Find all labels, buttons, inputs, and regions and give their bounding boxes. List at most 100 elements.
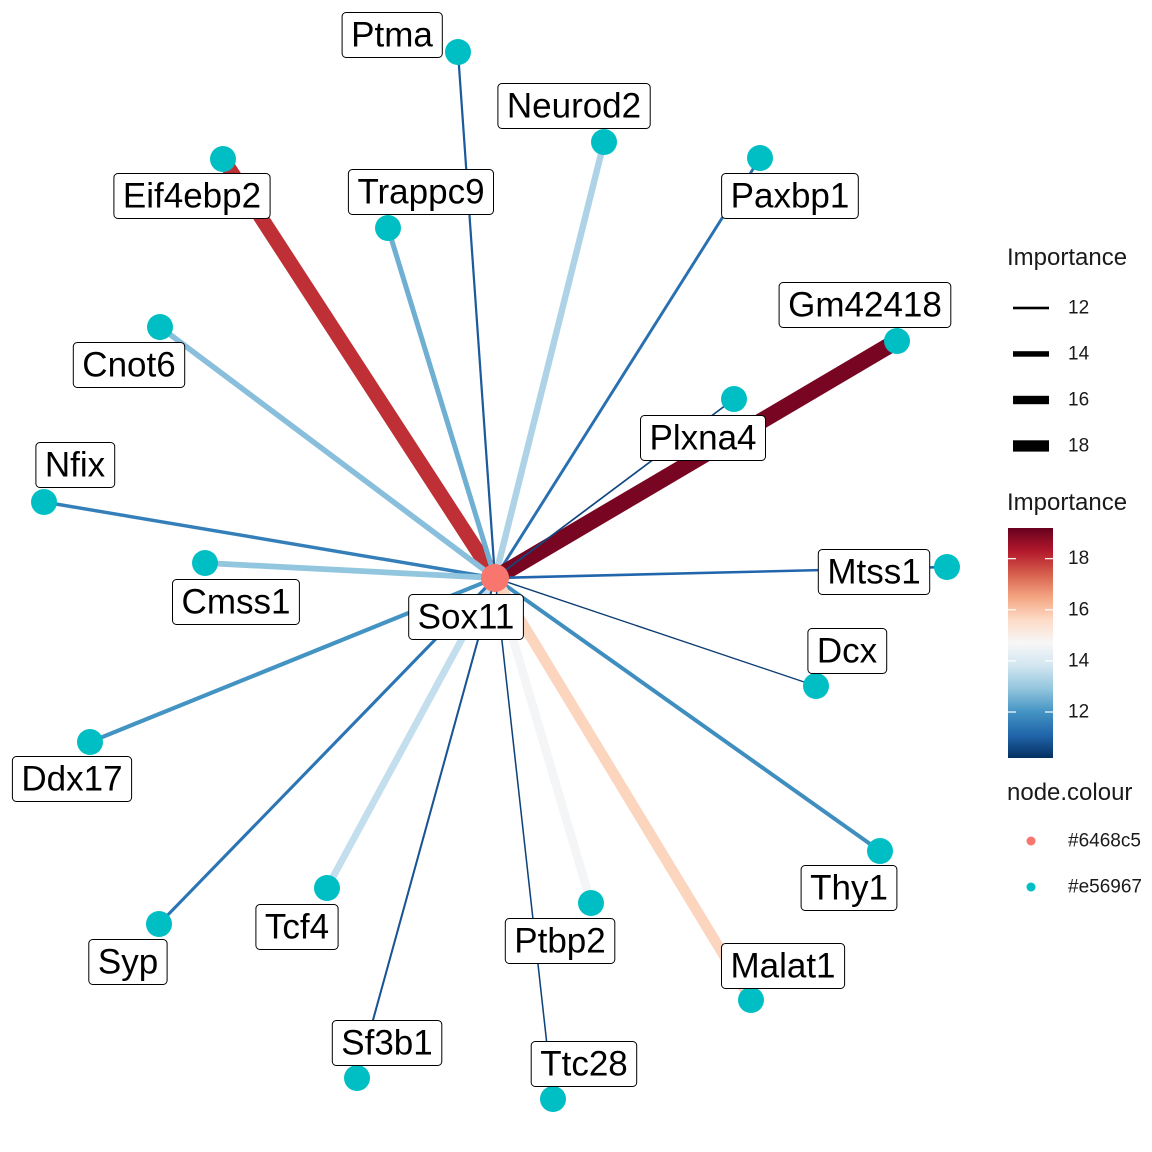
node-label-ddx17-box: [11, 756, 133, 802]
node-label-sf3b1-box: [331, 1020, 443, 1066]
node-label-syp-text: Syp: [98, 943, 158, 982]
node-label-eif4ebp2-text: Eif4ebp2: [123, 177, 261, 216]
edge-neurod2: [491, 141, 608, 579]
node-label-hub-box: [408, 594, 524, 640]
node-label-gm42418: Gm42418: [778, 282, 952, 328]
labels-layer: Ptma Neurod2 Eif4ebp2 Trappc9 Paxbp1 Gm42418 C…: [11, 12, 952, 1087]
node-label-cnot6-text: Cnot6: [82, 346, 175, 385]
colourbar-label-12: 12: [1068, 702, 1089, 723]
node-label-hub-text: Sox11: [418, 598, 515, 637]
size-legend-label-12: 12: [1068, 298, 1089, 319]
edge-eif4ebp2: [216, 155, 502, 582]
edge-cmss1: [204, 560, 496, 581]
node-label-nfix: Nfix: [35, 442, 116, 488]
size-legend-key-12: [1013, 306, 1049, 310]
edge-ptma: [456, 51, 497, 579]
node-label-ttc28-text: Ttc28: [540, 1045, 628, 1084]
node-label-malat1-box: [721, 943, 846, 989]
node-trappc9: [375, 215, 401, 241]
node-label-trappc9: Trappc9: [347, 169, 494, 215]
node-label-gm42418-box: [778, 282, 952, 328]
edge-malat1: [490, 575, 756, 1003]
node-colour-key-1: [1026, 836, 1036, 846]
colourbar-label-14: 14: [1068, 650, 1090, 671]
node-ptbp2: [578, 890, 604, 916]
colourbar-label-18: 18: [1068, 548, 1089, 569]
node-label-ptbp2-text: Ptbp2: [514, 922, 605, 961]
node-syp: [146, 911, 172, 937]
node-label-nfix-text: Nfix: [45, 446, 106, 485]
node-label-cnot6: Cnot6: [72, 342, 186, 388]
node-label-eif4ebp2: Eif4ebp2: [113, 173, 271, 219]
node-label-tcf4-text: Tcf4: [265, 908, 329, 947]
node-colour-label-1: #6468c5: [1068, 831, 1141, 852]
edge-sf3b1: [356, 577, 496, 1079]
node-label-ptma-box: [341, 12, 443, 58]
node-malat1: [738, 987, 764, 1013]
size-legend-key-16: [1013, 395, 1049, 405]
edge-trappc9: [385, 227, 498, 579]
node-label-ddx17: Ddx17: [11, 756, 133, 802]
node-label-hub: Sox11: [408, 594, 524, 640]
node-label-ddx17-text: Ddx17: [21, 760, 122, 799]
node-label-thy1-box: [800, 865, 898, 911]
size-legend-label-18: 18: [1068, 436, 1089, 457]
node-paxbp1: [747, 145, 773, 171]
node-colour-label-2: #e56967: [1068, 877, 1142, 898]
node-neurod2: [591, 129, 617, 155]
size-legend-key-18: [1013, 440, 1049, 452]
node-label-nfix-box: [35, 442, 116, 488]
node-label-ttc28-box: [530, 1041, 638, 1087]
node-label-neurod2-box: [497, 83, 651, 129]
node-label-malat1: Malat1: [721, 943, 846, 989]
node-cmss1: [192, 550, 218, 576]
node-label-ptbp2: Ptbp2: [504, 918, 616, 964]
node-label-ptbp2-box: [504, 918, 616, 964]
node-label-dcx-box: [807, 628, 888, 674]
node-nfix: [31, 489, 57, 515]
node-label-dcx-text: Dcx: [817, 632, 878, 671]
node-label-eif4ebp2-box: [113, 173, 271, 219]
edge-cnot6: [158, 324, 497, 581]
node-cnot6: [147, 314, 173, 340]
node-label-malat1-text: Malat1: [730, 947, 835, 986]
colour-legend-title: Importance: [1007, 489, 1127, 516]
edge-thy1: [493, 576, 882, 853]
node-label-trappc9-text: Trappc9: [357, 173, 484, 212]
node-sf3b1: [344, 1065, 370, 1091]
node-label-tcf4: Tcf4: [255, 904, 339, 950]
node-label-trappc9-box: [347, 169, 494, 215]
node-label-cnot6-box: [72, 342, 186, 388]
node-label-mtss1: Mtss1: [817, 549, 931, 595]
node-label-ptma-text: Ptma: [351, 16, 433, 55]
size-legend-title: Importance: [1007, 244, 1127, 271]
node-ttc28: [540, 1086, 566, 1112]
colourbar-ticks: 12 14 16 18: [1008, 548, 1090, 723]
node-label-gm42418-text: Gm42418: [788, 286, 942, 325]
node-label-sf3b1: Sf3b1: [331, 1020, 443, 1066]
edge-dcx: [494, 577, 817, 687]
size-legend: 12 14 16 18: [1013, 298, 1090, 457]
node-label-syp-box: [88, 939, 168, 985]
node-ddx17: [77, 729, 103, 755]
node-label-cmss1-text: Cmss1: [182, 583, 291, 622]
node-label-cmss1: Cmss1: [172, 579, 300, 625]
node-label-cmss1-box: [172, 579, 300, 625]
node-label-sf3b1-text: Sf3b1: [341, 1024, 432, 1063]
nodes-layer: [31, 39, 960, 1112]
node-label-ttc28: Ttc28: [530, 1041, 638, 1087]
node-label-plxna4-box: [640, 415, 766, 461]
node-mtss1: [934, 554, 960, 580]
node-label-plxna4: Plxna4: [640, 415, 766, 461]
node-label-thy1-text: Thy1: [810, 869, 888, 908]
node-colour-legend: #6468c5 #e56967: [1026, 831, 1142, 898]
node-label-paxbp1-box: [721, 173, 859, 219]
edge-ttc28: [494, 577, 554, 1100]
node-label-thy1: Thy1: [800, 865, 898, 911]
node-eif4ebp2: [210, 146, 236, 172]
node-colour-legend-title: node.colour: [1007, 779, 1132, 806]
size-legend-label-14: 14: [1068, 344, 1090, 365]
node-label-ptma: Ptma: [341, 12, 443, 58]
